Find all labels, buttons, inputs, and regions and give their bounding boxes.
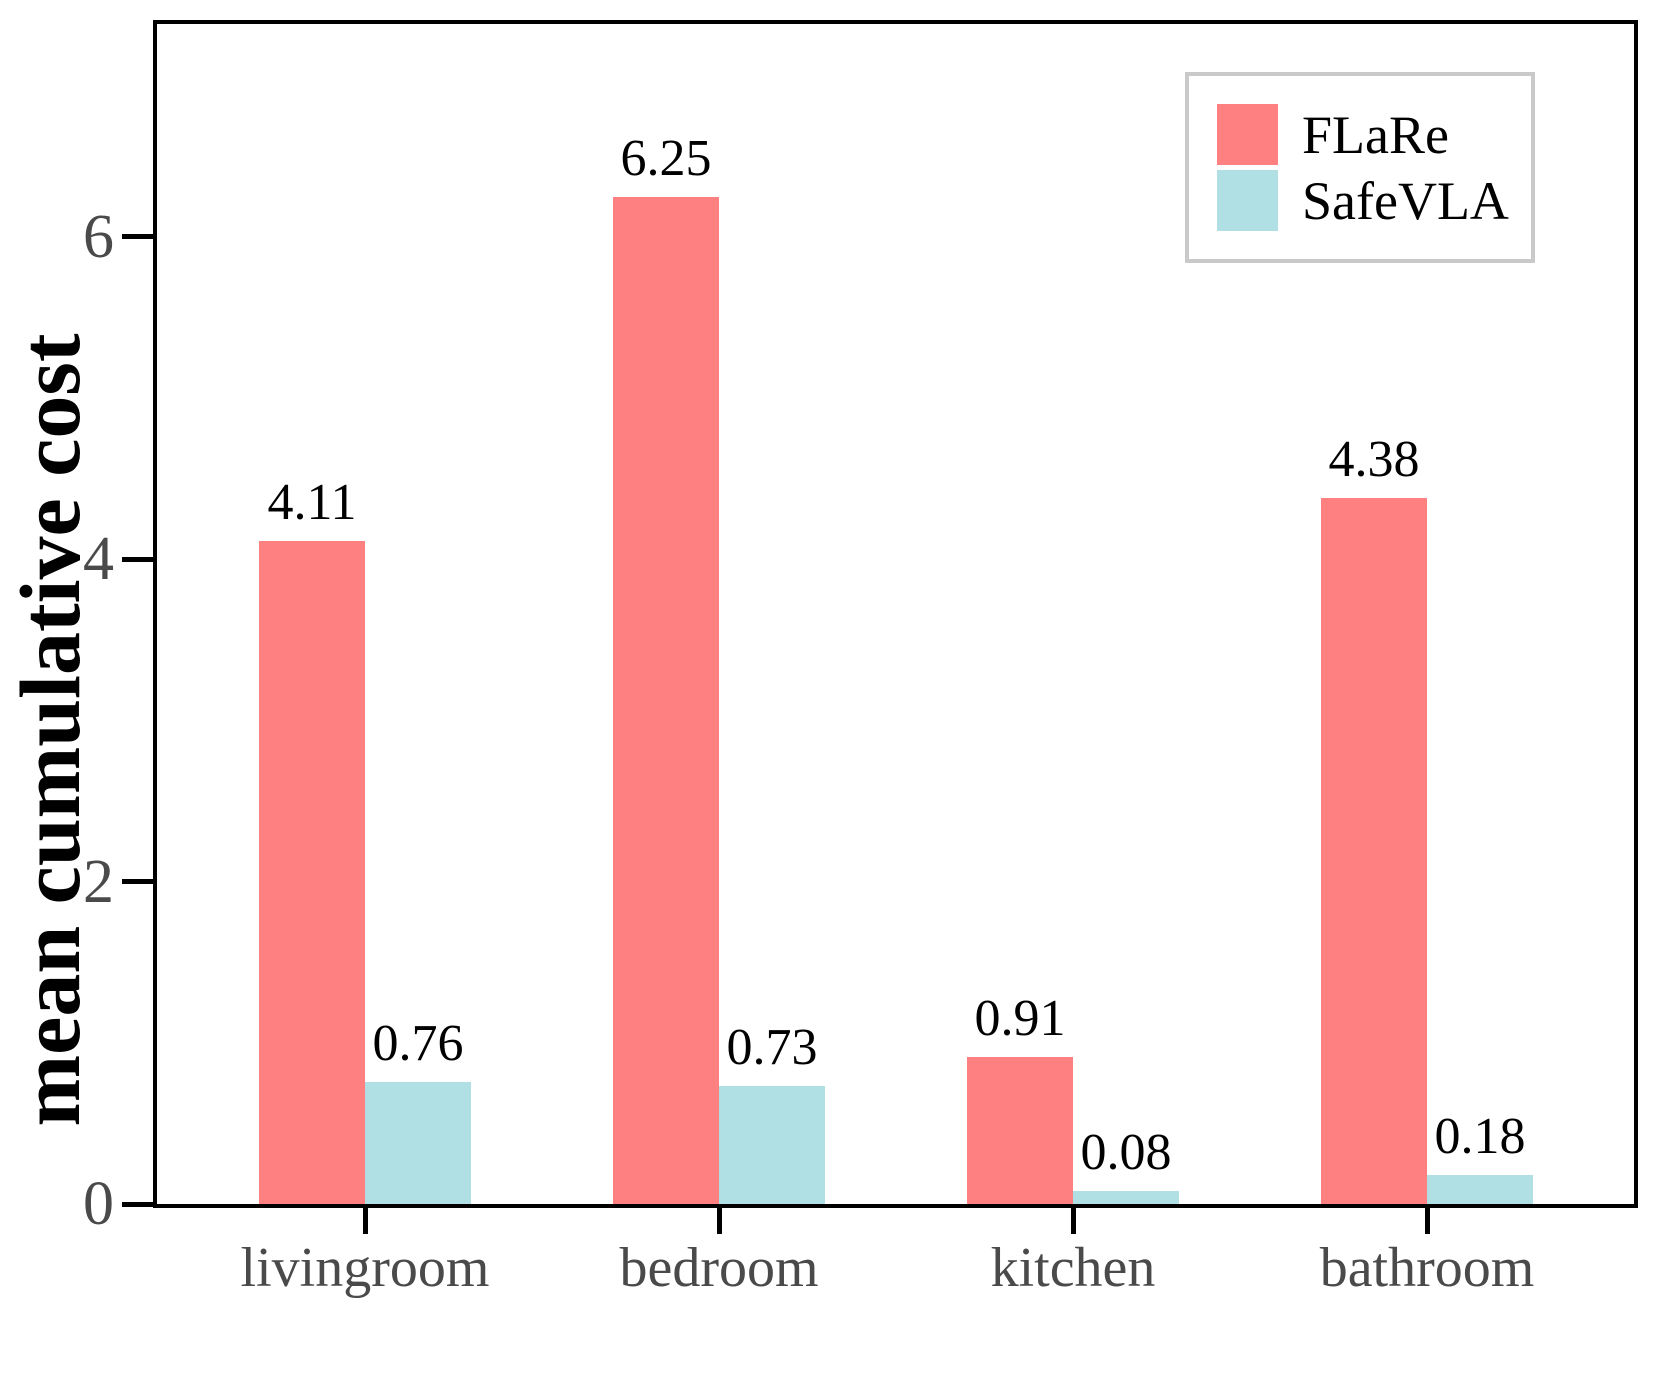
y-tick-label-4: 4 (83, 525, 114, 594)
bar-flare-bedroom (613, 196, 719, 1204)
y-axis-title: mean cumulative cost (2, 333, 98, 1127)
legend-entry-flare: FLaRe (1217, 104, 1531, 165)
legend-label-flare: FLaRe (1302, 104, 1449, 165)
bar-value-label-flare-kitchen: 0.91 (974, 990, 1066, 1048)
bar-value-label-safevla-bathroom: 0.18 (1434, 1107, 1526, 1165)
x-tick-kitchen (1070, 1206, 1076, 1234)
x-tick-label-livingroom: livingroom (240, 1237, 490, 1299)
bar-safevla-kitchen (1073, 1191, 1179, 1204)
bar-safevla-bathroom (1427, 1174, 1533, 1204)
legend-swatch-flare (1217, 104, 1278, 165)
bar-safevla-livingroom (365, 1081, 471, 1204)
bar-value-label-flare-livingroom: 4.11 (267, 474, 357, 532)
legend: FLaRe SafeVLA (1185, 72, 1535, 263)
x-tick-label-bedroom: bedroom (619, 1237, 819, 1299)
bar-value-label-flare-bathroom: 4.38 (1328, 430, 1420, 488)
x-tick-livingroom (362, 1206, 368, 1234)
bar-safevla-bedroom (719, 1086, 825, 1204)
y-tick-0 (122, 1201, 153, 1207)
y-tick-2 (122, 879, 153, 885)
bar-value-label-safevla-kitchen: 0.08 (1080, 1124, 1172, 1182)
y-tick-6 (122, 234, 153, 240)
legend-entry-safevla: SafeVLA (1217, 170, 1531, 231)
x-tick-label-bathroom: bathroom (1319, 1237, 1535, 1299)
bar-flare-kitchen (967, 1057, 1073, 1204)
x-tick-label-kitchen: kitchen (990, 1237, 1156, 1299)
y-tick-label-2: 2 (83, 847, 114, 916)
bar-flare-livingroom (259, 541, 365, 1204)
bar-value-label-safevla-bedroom: 0.73 (726, 1019, 818, 1077)
x-tick-bathroom (1424, 1206, 1430, 1234)
bar-value-label-flare-bedroom: 6.25 (620, 129, 712, 187)
x-tick-bedroom (716, 1206, 722, 1234)
bar-value-label-safevla-livingroom: 0.76 (372, 1014, 464, 1072)
y-tick-label-6: 6 (83, 202, 114, 271)
legend-swatch-safevla (1217, 170, 1278, 231)
bar-flare-bathroom (1321, 497, 1427, 1204)
legend-label-safevla: SafeVLA (1302, 170, 1509, 231)
y-tick-4 (122, 556, 153, 562)
y-tick-label-0: 0 (83, 1170, 114, 1238)
